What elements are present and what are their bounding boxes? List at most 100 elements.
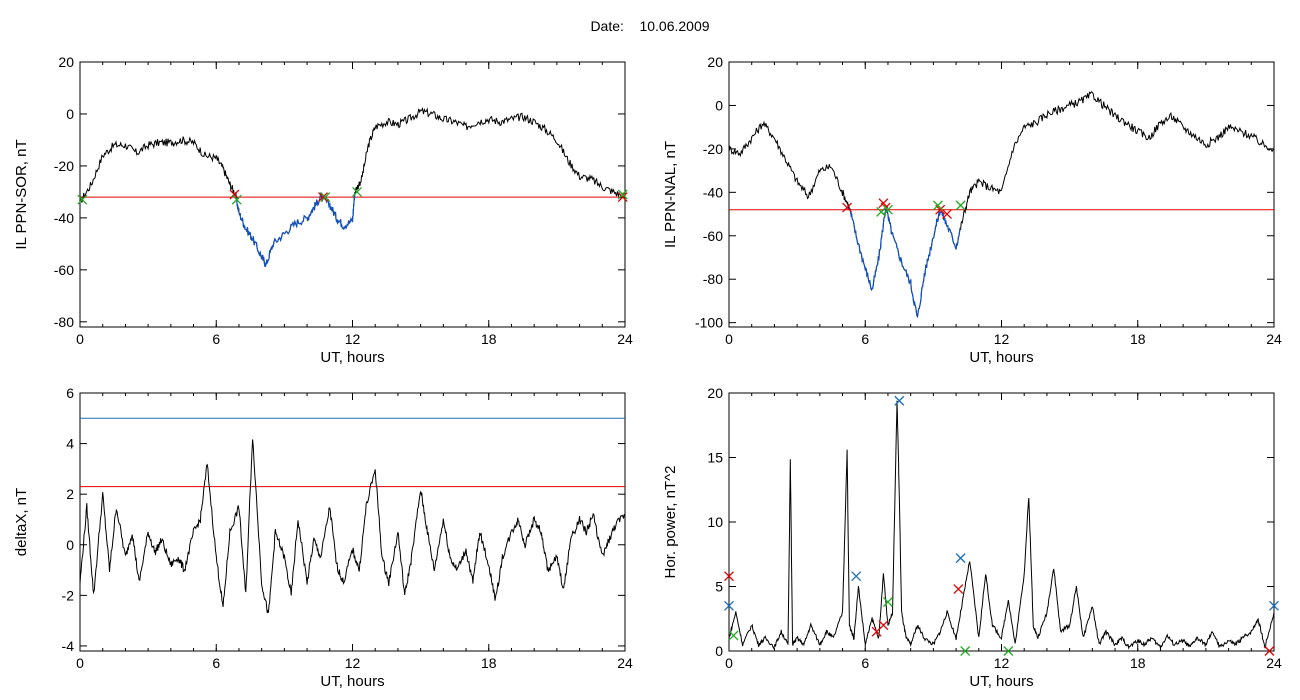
plot-area <box>729 91 1274 319</box>
x-tick-label: 6 <box>861 655 869 671</box>
green-marker-stroke <box>882 597 893 607</box>
red-marker-stroke <box>318 192 328 203</box>
green-marker <box>882 597 893 607</box>
chart-panel-3: 0 6 12 18 24 6 4 2 0 -2 -4 UT, hours deltaX, nT <box>13 385 633 690</box>
x-axis-title: UT, hours <box>969 673 1033 690</box>
green-marker <box>77 194 88 205</box>
blue-marker-stroke <box>955 553 966 564</box>
series-line-highlight <box>848 208 961 319</box>
green-marker-stroke <box>955 200 966 211</box>
x-tick-label: 0 <box>76 331 84 347</box>
green-marker <box>876 206 887 217</box>
red-marker <box>1264 646 1275 656</box>
y-tick-label: -100 <box>695 315 723 331</box>
date-label: Date: <box>590 18 624 34</box>
y-tick-label: 0 <box>66 537 74 553</box>
red-marker <box>318 192 328 203</box>
chart-panel-2: 0 6 12 18 24 20 0 -20 -40 -60 -80 -100 UT, hours IL P… <box>662 54 1282 366</box>
y-tick-label: -40 <box>54 210 74 226</box>
y-tick-label: 5 <box>715 579 723 595</box>
x-tick-label: 18 <box>1130 655 1146 671</box>
y-tick-label: -20 <box>54 158 74 174</box>
blue-marker-stroke <box>724 600 734 611</box>
x-tick-label: 24 <box>617 331 633 347</box>
x-tick-label: 18 <box>1130 331 1146 347</box>
green-marker <box>617 189 628 200</box>
green-marker-stroke <box>1003 646 1014 656</box>
green-marker-stroke <box>882 204 893 215</box>
x-tick-label: 0 <box>76 655 84 671</box>
blue-marker <box>894 395 905 406</box>
y-axis-title: deltaX, nT <box>13 488 30 556</box>
x-tick-label: 6 <box>212 331 220 347</box>
chart-panel-4: 0 6 12 18 24 20 15 10 5 0 UT, hours Hor. power, nT^… <box>662 385 1282 690</box>
series-line-highlight <box>235 192 356 267</box>
green-marker <box>960 646 971 656</box>
y-tick-label: 10 <box>707 514 723 530</box>
y-tick-label: -40 <box>703 184 723 200</box>
green-marker-stroke <box>876 206 887 217</box>
red-marker <box>878 620 889 631</box>
green-marker <box>320 192 331 203</box>
x-tick-label: 12 <box>345 655 361 671</box>
red-marker <box>842 202 853 213</box>
y-tick-label: 20 <box>58 54 74 70</box>
x-tick-label: 18 <box>481 331 497 347</box>
green-marker <box>231 194 242 205</box>
x-tick-label: 24 <box>1266 331 1282 347</box>
series-line <box>729 91 1274 318</box>
blue-marker <box>851 571 862 582</box>
x-tick-label: 0 <box>725 331 733 347</box>
y-tick-label: -80 <box>54 314 74 330</box>
red-marker-stroke <box>878 198 889 209</box>
blue-marker <box>1269 600 1279 611</box>
red-marker-stroke <box>842 202 853 213</box>
blue-marker <box>724 600 734 611</box>
red-marker-stroke <box>878 620 889 631</box>
green-marker-stroke <box>352 186 363 197</box>
green-marker-stroke <box>728 630 739 641</box>
plot-area <box>729 400 1274 650</box>
green-marker <box>352 186 363 197</box>
y-tick-label: -4 <box>62 638 75 654</box>
y-tick-label: 0 <box>66 106 74 122</box>
red-marker-stroke <box>617 192 628 203</box>
green-marker-stroke <box>617 189 628 200</box>
y-axis-title: IL PPN-NAL, nT <box>662 141 679 248</box>
blue-marker-stroke <box>1269 600 1279 611</box>
series-line <box>729 400 1274 650</box>
green-marker-stroke <box>960 646 971 656</box>
date-value: 10.06.2009 <box>639 18 710 34</box>
y-tick-label: -60 <box>54 262 74 278</box>
x-tick-label: 12 <box>345 331 361 347</box>
blue-marker-stroke <box>851 571 862 582</box>
chart-panel-1: 0 6 12 18 24 20 0 -20 -40 -60 -80 UT, hours IL PPN-S… <box>13 54 633 366</box>
plot-area <box>80 417 625 614</box>
red-marker <box>229 189 240 200</box>
y-tick-label: -60 <box>703 228 723 244</box>
red-marker <box>617 192 628 203</box>
blue-marker <box>955 553 966 564</box>
green-marker <box>882 204 893 215</box>
red-marker <box>942 209 952 220</box>
y-tick-label: 20 <box>707 385 723 401</box>
plot-frame <box>728 392 1275 652</box>
x-tick-label: 24 <box>1266 655 1282 671</box>
y-axis-title: IL PPN-SOR, nT <box>13 139 30 249</box>
green-marker <box>955 200 966 211</box>
green-marker <box>728 630 739 641</box>
red-marker-stroke <box>953 584 964 595</box>
red-marker-stroke <box>935 204 946 215</box>
x-axis-title: UT, hours <box>320 673 384 690</box>
y-tick-label: 2 <box>66 486 74 502</box>
x-tick-label: 6 <box>861 331 869 347</box>
x-tick-label: 24 <box>617 655 633 671</box>
blue-marker-stroke <box>894 395 905 406</box>
x-tick-label: 6 <box>212 655 220 671</box>
chart-header: Date: 10.06.2009 <box>0 18 1300 34</box>
red-marker-stroke <box>942 209 952 220</box>
green-marker-stroke <box>932 200 943 211</box>
green-marker <box>1003 646 1014 656</box>
red-marker-stroke <box>724 571 734 582</box>
red-marker <box>724 571 734 582</box>
